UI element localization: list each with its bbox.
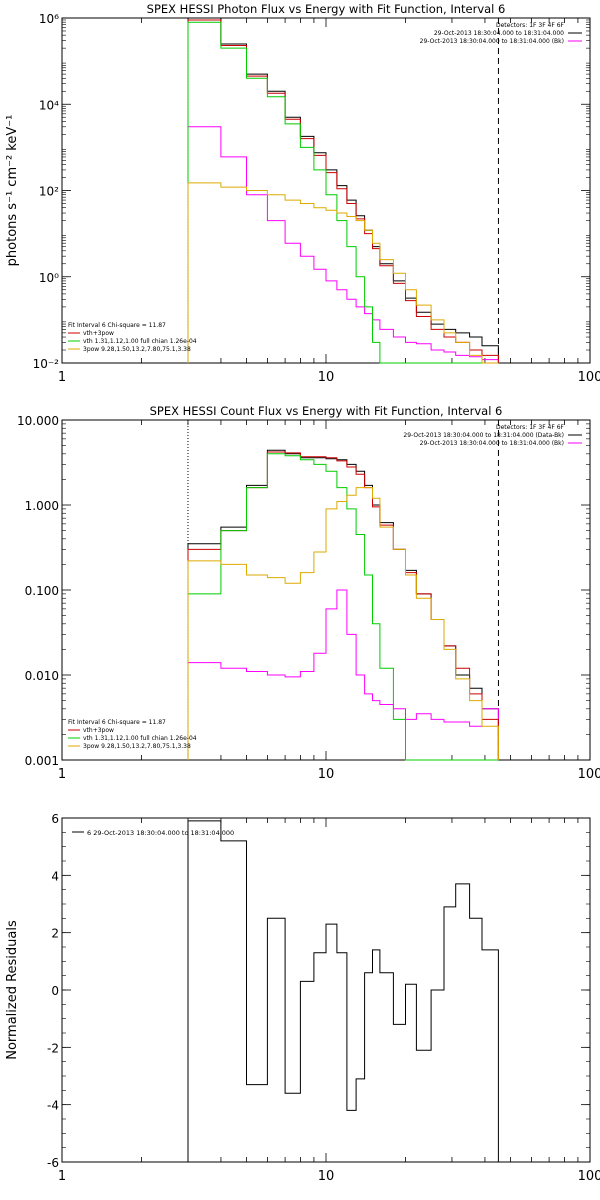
chart-1: SPEX HESSI Photon Flux vs Energy with Fi… — [5, 2, 600, 385]
legend-text-bottom: vth+3pow — [83, 727, 114, 734]
legend-text-bottom: 3pow 9.28,1.50,13.2,7.80,75.1,3.38 — [83, 743, 191, 750]
y-axis-label: photons s⁻¹ cm⁻² keV⁻¹ — [5, 115, 20, 267]
y-tick-label: 0.100 — [25, 584, 59, 598]
legend-text-bottom: Fit Interval 6 Chi-square = 11.87 — [68, 322, 166, 329]
legend-text-top: 29-Oct-2013 18:30:04.000 to 18:31:04.000… — [403, 432, 564, 439]
y-tick-label: 10.000 — [17, 414, 59, 428]
legend-text-top: Detectors: 1F 3F 4F 6F — [496, 424, 565, 431]
legend-text-bottom: vth 1.31,1.12,1.00 full chian 1.26e-04 — [83, 338, 197, 345]
y-tick-label: -6 — [47, 1156, 59, 1170]
legend-text-top: 6 29-Oct-2013 18:30:04.000 to 18:31:04.0… — [87, 829, 234, 837]
series-2-line — [187, 451, 499, 760]
legend-text-top: 29-Oct-2013 18:30:04.000 to 18:31:04.000 — [434, 30, 564, 37]
plot-frame — [61, 817, 591, 1163]
y-tick-label: 10⁻² — [33, 357, 60, 371]
series-3-line — [187, 21, 499, 364]
series-4-line — [187, 487, 499, 760]
y-tick-label: 4 — [51, 869, 59, 883]
series-3-line — [187, 453, 499, 761]
legend-text-top: 29-Oct-2013 18:30:04.000 to 18:31:04.000… — [420, 440, 564, 447]
series-0-line — [187, 820, 499, 1162]
x-tick-label: 100 — [578, 1169, 600, 1184]
y-tick-label: 2 — [51, 927, 59, 941]
chart-title: SPEX HESSI Count Flux vs Energy with Fit… — [150, 404, 503, 418]
x-tick-label: 10 — [318, 1169, 335, 1184]
legend-text-bottom: 3pow 9.28,1.50,13.2,7.80,75.1,3.38 — [83, 346, 191, 353]
y-tick-label: 10⁰ — [39, 271, 59, 285]
legend-text-bottom: Fit Interval 6 Chi-square = 11.87 — [68, 719, 166, 726]
chart-title: SPEX HESSI Photon Flux vs Energy with Fi… — [147, 2, 506, 16]
x-tick-label: 100 — [578, 767, 600, 782]
series-4-line — [187, 182, 499, 364]
y-tick-label: 10⁴ — [39, 98, 59, 112]
x-tick-label: 1 — [58, 767, 66, 782]
y-tick-label: 0.001 — [25, 754, 59, 768]
x-tick-label: 10 — [318, 370, 335, 385]
series-1-line — [187, 589, 499, 760]
y-tick-label: 10² — [39, 185, 59, 199]
legend-text-top: Detectors: 1F 3F 4F 6F — [496, 22, 565, 29]
series-0-line — [187, 17, 499, 363]
series-1-line — [187, 126, 499, 363]
series-2-line — [187, 19, 499, 363]
chart-3: 1 10 100 -6 -4 -2 0 2 4 6 Normalized Residuals 6 29… — [5, 812, 600, 1184]
legend-text-bottom: vth 1.31,1.12,1.00 full chian 1.26e-04 — [83, 735, 197, 742]
y-tick-label: -2 — [47, 1041, 59, 1055]
y-tick-label: 0.010 — [25, 669, 59, 683]
x-tick-label: 100 — [578, 370, 600, 385]
y-tick-label: 0 — [51, 984, 59, 998]
y-tick-label: 6 — [51, 812, 59, 826]
x-tick-label: 10 — [318, 767, 335, 782]
y-tick-label: 10⁶ — [39, 12, 59, 26]
legend-text-bottom: vth+3pow — [83, 330, 114, 337]
series-0-line — [187, 449, 499, 760]
x-tick-label: 1 — [58, 1169, 66, 1184]
legend-text-top: 29-Oct-2013 18:30:04.000 to 18:31:04.000… — [420, 38, 564, 45]
chart-2: SPEX HESSI Count Flux vs Energy with Fit… — [17, 404, 600, 782]
y-tick-label: 1.000 — [25, 499, 59, 513]
x-tick-label: 1 — [58, 370, 66, 385]
y-tick-label: -4 — [47, 1099, 59, 1113]
y-axis-label: Normalized Residuals — [5, 920, 20, 1060]
